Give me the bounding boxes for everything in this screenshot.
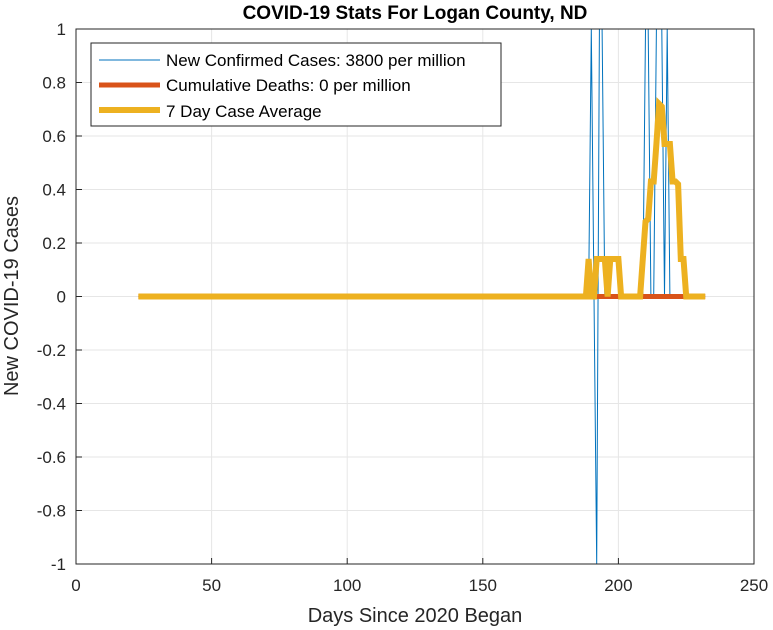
y-tick-label: 0.8 bbox=[42, 74, 66, 93]
legend-label-new-cases: New Confirmed Cases: 3800 per million bbox=[166, 51, 466, 70]
y-tick-label: -0.4 bbox=[37, 395, 66, 414]
x-axis-title: Days Since 2020 Began bbox=[308, 605, 523, 627]
legend-label-7day-average: 7 Day Case Average bbox=[166, 102, 322, 121]
y-tick-label: -1 bbox=[51, 555, 66, 574]
legend-label-deaths: Cumulative Deaths: 0 per million bbox=[166, 76, 411, 95]
y-axis-title: New COVID-19 Cases bbox=[1, 196, 23, 396]
y-tick-label: 1 bbox=[57, 20, 66, 39]
y-tick-label: -0.2 bbox=[37, 341, 66, 360]
y-tick-label: 0.4 bbox=[42, 181, 66, 200]
series-layer bbox=[138, 28, 706, 565]
y-tick-label: 0.2 bbox=[42, 234, 66, 253]
y-tick-label: 0 bbox=[57, 288, 66, 307]
y-tick-label: -0.8 bbox=[37, 502, 66, 521]
series-7day-average-line bbox=[138, 97, 706, 300]
ticks: 0 50 100 150 200 250 -1 -0.8 -0.6 -0.4 -0.2 0 0.2 0.4… bbox=[37, 20, 768, 595]
y-tick-label: 0.6 bbox=[42, 127, 66, 146]
x-tick-label: 100 bbox=[333, 576, 361, 595]
x-tick-label: 250 bbox=[740, 576, 768, 595]
legend: New Confirmed Cases: 3800 per million Cu… bbox=[90, 42, 502, 127]
x-tick-label: 50 bbox=[202, 576, 221, 595]
y-tick-label: -0.6 bbox=[37, 448, 66, 467]
chart-title: COVID-19 Stats For Logan County, ND bbox=[243, 3, 588, 24]
x-tick-label: 150 bbox=[469, 576, 497, 595]
x-tick-label: 200 bbox=[604, 576, 632, 595]
x-tick-label: 0 bbox=[71, 576, 80, 595]
